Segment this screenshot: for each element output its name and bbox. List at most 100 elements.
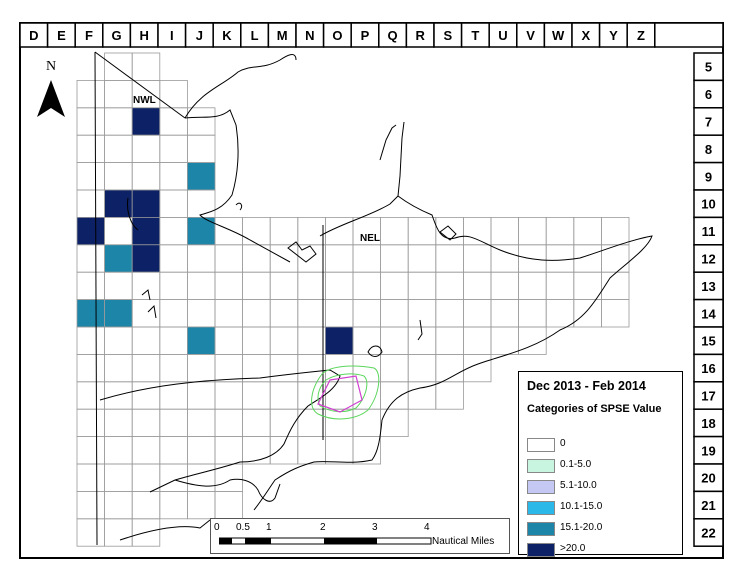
grid-cell bbox=[462, 244, 492, 273]
grid-cell bbox=[186, 381, 216, 410]
grid-cell bbox=[380, 381, 409, 410]
grid-cell bbox=[380, 353, 409, 383]
grid-cell bbox=[269, 216, 299, 246]
grid-cell bbox=[545, 299, 575, 328]
column-label: L bbox=[251, 28, 259, 43]
grid-cell bbox=[518, 326, 547, 355]
grid-cell bbox=[131, 353, 161, 383]
grid-cell bbox=[352, 244, 382, 273]
grid-cell bbox=[131, 134, 161, 163]
column-label: D bbox=[29, 28, 38, 43]
grid-cell bbox=[242, 408, 271, 438]
grid-cell bbox=[131, 463, 161, 492]
scale-tick-label: 4 bbox=[424, 522, 430, 533]
grid-cell bbox=[324, 436, 354, 465]
grid-cell bbox=[545, 216, 575, 246]
grid-cell bbox=[186, 134, 216, 163]
grid-cell bbox=[159, 408, 188, 438]
grid-cell bbox=[159, 189, 188, 218]
column-label: O bbox=[332, 28, 342, 43]
grid-cell bbox=[269, 353, 299, 383]
grid-cell bbox=[490, 326, 520, 355]
grid-cell bbox=[324, 299, 354, 328]
legend-swatch bbox=[527, 480, 555, 494]
grid-cell-shaded bbox=[104, 244, 133, 273]
row-header-cell bbox=[693, 107, 724, 136]
grid-cell bbox=[462, 326, 492, 355]
column-label: N bbox=[305, 28, 314, 43]
grid-cell bbox=[462, 216, 492, 246]
grid-cell bbox=[104, 518, 133, 547]
grid-cell bbox=[380, 244, 409, 273]
grid-cell bbox=[159, 326, 188, 355]
scale-tick-label: 1 bbox=[266, 522, 272, 533]
column-label: V bbox=[526, 28, 535, 43]
grid-cell bbox=[242, 299, 271, 328]
grid-cell bbox=[104, 107, 133, 136]
row-header-cell bbox=[693, 244, 724, 273]
grid-cell bbox=[462, 271, 492, 301]
grid-cell bbox=[545, 244, 575, 273]
grid-cell bbox=[352, 353, 382, 383]
grid-cell-shaded bbox=[76, 216, 106, 246]
grid-cell bbox=[214, 244, 244, 273]
column-header-strip: D E F G H I J K L M N O P Q R S T U V W X Y Z bbox=[19, 22, 724, 48]
grid-cell bbox=[131, 52, 161, 81]
grid-cell bbox=[435, 216, 464, 246]
grid-cell bbox=[380, 216, 409, 246]
grid-cell bbox=[214, 381, 244, 410]
grid-cell bbox=[214, 326, 244, 355]
grid-cell bbox=[435, 244, 464, 273]
grid-cell bbox=[131, 408, 161, 438]
scale-tick-label: 2 bbox=[320, 522, 326, 533]
grid-cell bbox=[435, 381, 464, 410]
grid-cell bbox=[573, 271, 602, 301]
row-label: 16 bbox=[701, 361, 715, 376]
grid-cell bbox=[104, 162, 133, 191]
grid-cell bbox=[76, 107, 106, 136]
grid-cell bbox=[76, 189, 106, 218]
grid-cell bbox=[76, 244, 106, 273]
column-label: R bbox=[416, 28, 426, 43]
grid-cell bbox=[76, 271, 106, 301]
grid-cell bbox=[104, 216, 133, 246]
grid-cell-shaded bbox=[131, 244, 161, 273]
column-label: T bbox=[471, 28, 479, 43]
grid-cell bbox=[159, 162, 188, 191]
row-label: 5 bbox=[705, 60, 712, 75]
north-arrow-label: N bbox=[46, 59, 56, 74]
row-label: 9 bbox=[705, 169, 712, 184]
north-arrow: N bbox=[37, 59, 65, 117]
grid-cell bbox=[159, 490, 188, 520]
grid-cell bbox=[352, 436, 382, 465]
place-label-nel: NEL bbox=[360, 233, 380, 244]
legend-label: 15.1-20.0 bbox=[560, 522, 603, 533]
column-header-cell bbox=[654, 22, 724, 48]
row-header-cell bbox=[693, 490, 724, 520]
grid-cell bbox=[490, 244, 520, 273]
grid-cell bbox=[76, 408, 106, 438]
row-label: 20 bbox=[701, 471, 715, 486]
grid-cell bbox=[131, 436, 161, 465]
grid-cell bbox=[407, 271, 437, 301]
grid-cell bbox=[131, 490, 161, 520]
column-label: G bbox=[112, 28, 122, 43]
legend-title: Dec 2013 - Feb 2014 bbox=[527, 379, 646, 393]
grid-cell bbox=[131, 162, 161, 191]
grid-cell bbox=[104, 436, 133, 465]
grid-cell bbox=[297, 299, 326, 328]
column-label: Q bbox=[388, 28, 398, 43]
legend-label: 0 bbox=[560, 438, 566, 449]
grid-cell bbox=[186, 436, 216, 465]
row-label: 8 bbox=[705, 142, 712, 157]
grid-cell bbox=[159, 299, 188, 328]
grid-cell bbox=[352, 326, 382, 355]
grid-cell bbox=[269, 271, 299, 301]
grid-cell bbox=[573, 299, 602, 328]
column-label: S bbox=[443, 28, 452, 43]
grid-cell bbox=[214, 299, 244, 328]
grid-cell bbox=[352, 299, 382, 328]
column-header-cell bbox=[295, 22, 325, 48]
grid-cell bbox=[186, 299, 216, 328]
grid-cell bbox=[435, 271, 464, 301]
